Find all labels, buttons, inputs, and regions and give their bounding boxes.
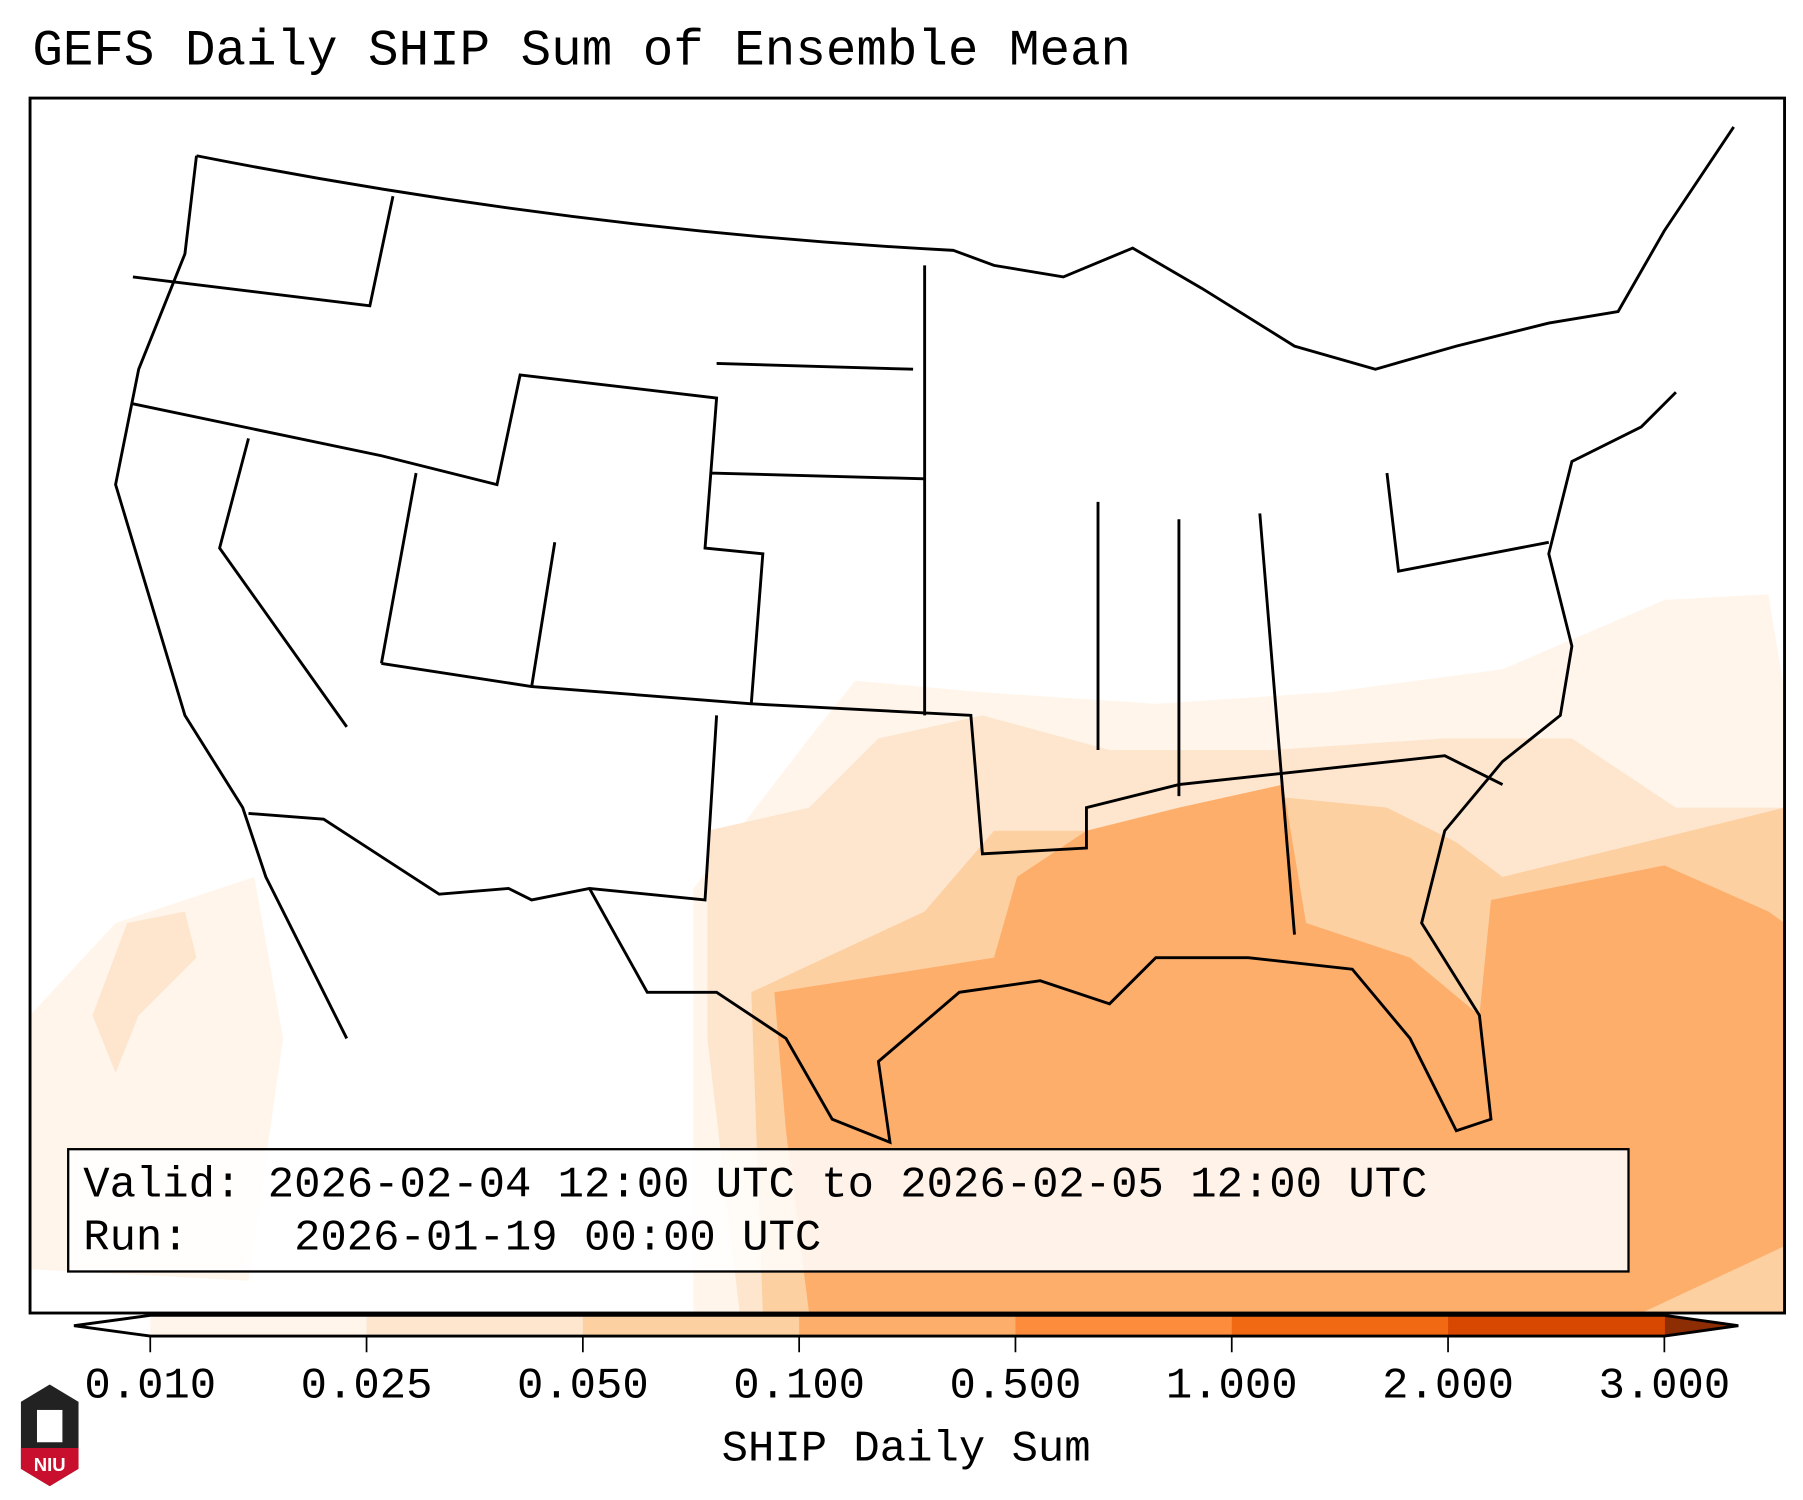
colorbar-extend-under: [73, 1315, 151, 1337]
colorbar-segment: [366, 1315, 584, 1337]
niu-logo: NIU: [20, 1384, 79, 1487]
valid-label: Valid:: [83, 1160, 242, 1211]
chart-title: GEFS Daily SHIP Sum of Ensemble Mean: [32, 23, 1132, 81]
colorbar-tick-label: 3.000: [1598, 1361, 1731, 1412]
map-frame: [28, 96, 1786, 1315]
run-label: Run:: [83, 1213, 189, 1264]
colorbar-segment: [1015, 1315, 1233, 1337]
colorbar-tick-label: 0.100: [733, 1361, 866, 1412]
west-coast: [114, 155, 349, 1040]
colorbar-tick-label: 2.000: [1382, 1361, 1514, 1412]
shade-0.025: [92, 911, 197, 1074]
colorbar-segment: [799, 1315, 1017, 1337]
colorbar-tick-label: 0.010: [84, 1361, 217, 1412]
valid-value: 2026-02-04 12:00 UTC to 2026-02-05 12:00…: [267, 1160, 1428, 1211]
colorbar-tick-label: 0.025: [300, 1361, 433, 1412]
colorbar-segment: [582, 1315, 800, 1337]
colorbar-extend-over: [1664, 1315, 1739, 1337]
gulf-coast: [588, 391, 1677, 1145]
colorbar-label: SHIP Daily Sum: [721, 1424, 1091, 1475]
colorbar-segment: [150, 1315, 368, 1337]
run-value: 2026-01-19 00:00 UTC: [294, 1213, 822, 1264]
colorbar-tick-label: 0.050: [516, 1361, 649, 1412]
canada-border: [196, 126, 1735, 371]
colorbar-tick-label: 1.000: [1165, 1361, 1298, 1412]
colorbar-segment: [1231, 1315, 1449, 1337]
colorbar: [73, 1313, 1739, 1353]
colorbar-tick-label: 0.500: [949, 1361, 1082, 1412]
svg-text:NIU: NIU: [34, 1454, 66, 1475]
validity-box: Valid: 2026-02-04 12:00 UTC to 2026-02-0…: [67, 1148, 1630, 1273]
state-lines: [132, 195, 1550, 935]
boundaries: [114, 126, 1735, 1145]
colorbar-segment: [1448, 1315, 1665, 1337]
